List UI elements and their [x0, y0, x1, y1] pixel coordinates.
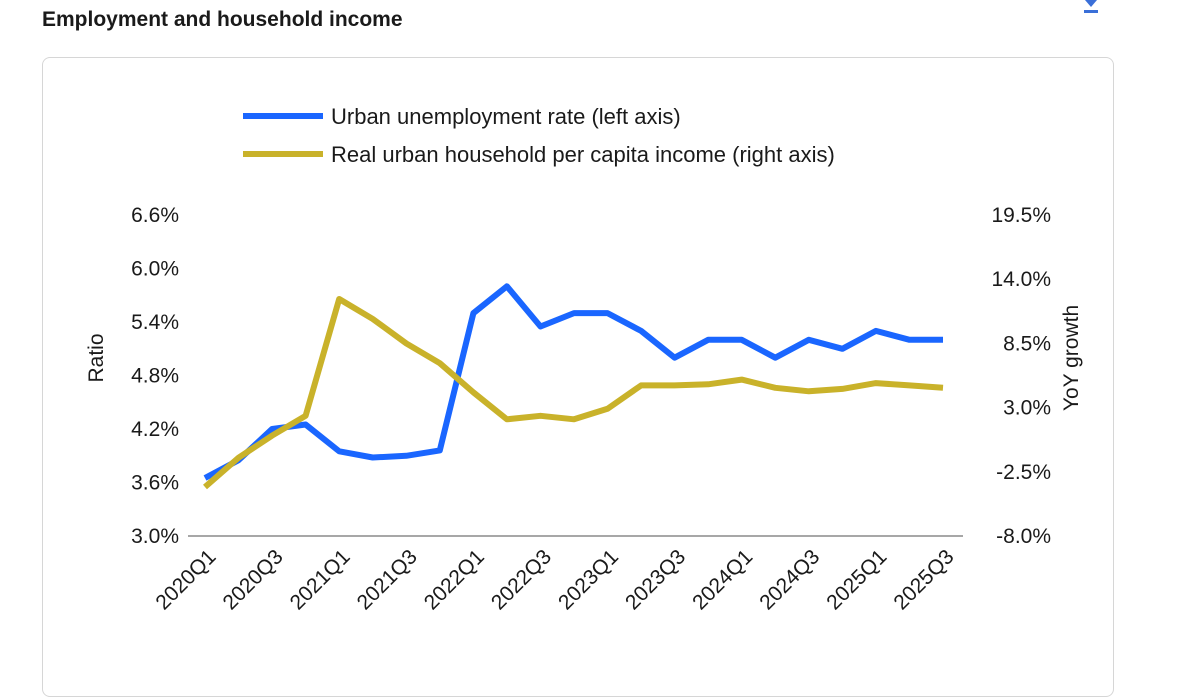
y-tick-left-0: 3.0% — [131, 525, 179, 548]
x-tick-10: 2025Q1 — [822, 545, 891, 614]
y-axis-title-right: YoY growth — [1060, 305, 1083, 411]
y-tick-right-2: 3.0% — [1003, 397, 1051, 420]
y-tick-right-3: 8.5% — [1003, 332, 1051, 355]
y-tick-right-4: 14.0% — [991, 268, 1051, 291]
page-title: Employment and household income — [42, 8, 403, 32]
y-tick-left-6: 6.6% — [131, 204, 179, 227]
y-tick-left-3: 4.8% — [131, 365, 179, 388]
y-tick-left-5: 6.0% — [131, 258, 179, 281]
line-chart: Urban unemployment rate (left axis) Real… — [43, 58, 1113, 676]
x-tick-1: 2020Q3 — [219, 545, 288, 614]
chart-card: Urban unemployment rate (left axis) Real… — [42, 57, 1114, 697]
y-tick-left-1: 3.6% — [131, 472, 179, 495]
x-tick-4: 2022Q1 — [420, 545, 489, 614]
legend-label-unemployment: Urban unemployment rate (left axis) — [331, 104, 681, 129]
y-tick-left-4: 5.4% — [131, 311, 179, 334]
x-tick-0: 2020Q1 — [151, 545, 220, 614]
x-tick-11: 2025Q3 — [889, 545, 958, 614]
y-ticks-left: 3.0% 3.6% 4.2% 4.8% 5.4% 6.0% 6.6% — [131, 204, 179, 548]
y-tick-right-1: -2.5% — [996, 461, 1051, 484]
y-tick-right-0: -8.0% — [996, 525, 1051, 548]
x-tick-2: 2021Q1 — [286, 545, 355, 614]
legend-label-income: Real urban household per capita income (… — [331, 142, 835, 167]
x-tick-9: 2024Q3 — [755, 545, 824, 614]
x-tick-8: 2024Q1 — [688, 545, 757, 614]
series-line-income — [205, 299, 943, 487]
legend: Urban unemployment rate (left axis) Real… — [243, 104, 835, 167]
series-layer — [205, 286, 943, 487]
y-tick-right-5: 19.5% — [991, 204, 1051, 227]
download-icon[interactable] — [1080, 0, 1102, 14]
y-ticks-right: -8.0% -2.5% 3.0% 8.5% 14.0% 19.5% — [991, 204, 1051, 548]
x-tick-6: 2023Q1 — [554, 545, 623, 614]
x-ticks: 2020Q12020Q32021Q12021Q32022Q12022Q32023… — [151, 545, 958, 614]
y-tick-left-2: 4.2% — [131, 418, 179, 441]
y-axis-title-left: Ratio — [85, 333, 108, 382]
x-tick-3: 2021Q3 — [353, 545, 422, 614]
x-tick-7: 2023Q3 — [621, 545, 690, 614]
x-tick-5: 2022Q3 — [487, 545, 556, 614]
